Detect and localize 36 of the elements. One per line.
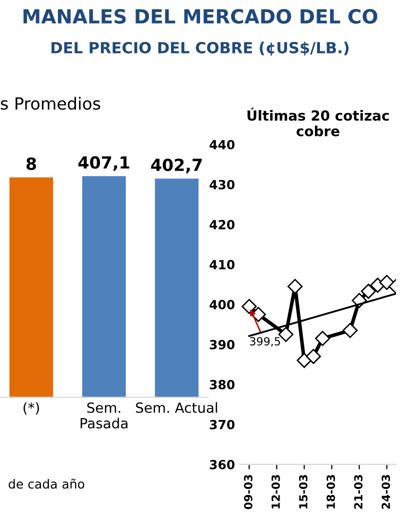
x-tick-label: 12-03: [272, 475, 280, 508]
x-tick-label: 24-03: [382, 475, 390, 509]
y-tick-label: 370: [210, 420, 235, 430]
annotation: 399,5: [250, 337, 280, 347]
data-label: 402,7: [151, 158, 202, 174]
text: DEL PRECIO DEL COBRE (¢US$/LB.): [52, 42, 349, 56]
y-tick-label: 390: [210, 340, 235, 350]
point: [287, 278, 303, 294]
x-tick-label: 21-03: [354, 475, 363, 509]
point: [379, 274, 394, 290]
chart-title: Últimas 20 cotizac cobre: [248, 108, 389, 136]
y-tick-label: 400: [210, 300, 235, 310]
x-tick-label: Sem. Pasada: [80, 402, 128, 428]
chart-title: s Promedios: [0, 96, 100, 110]
point: [360, 284, 376, 299]
x-tick-label: Sem. Actual: [136, 402, 218, 413]
x-tick-label: 09-03: [244, 475, 252, 510]
y-tick-label: 410: [210, 260, 235, 270]
point: [278, 326, 294, 342]
x-tick-label: (*): [24, 402, 39, 415]
y-tick-label: 420: [210, 220, 235, 230]
y-tick-label: 440: [210, 140, 235, 150]
annotation: 8: [26, 157, 36, 170]
point: [342, 322, 358, 338]
point: [296, 352, 312, 368]
y-tick-label: 380: [210, 380, 235, 390]
x-tick-label: 18-03: [326, 475, 335, 508]
point: [242, 298, 257, 314]
y-tick-label: 430: [210, 180, 235, 190]
x-tick-label: 15-03: [299, 475, 308, 508]
text: de cada año: [8, 478, 84, 489]
point: [306, 348, 321, 364]
point: [315, 330, 330, 346]
y-tick-label: 360: [210, 460, 235, 470]
data-label: 407,1: [78, 156, 130, 171]
text: MANALES DEL MERCADO DEL CO: [24, 8, 378, 24]
